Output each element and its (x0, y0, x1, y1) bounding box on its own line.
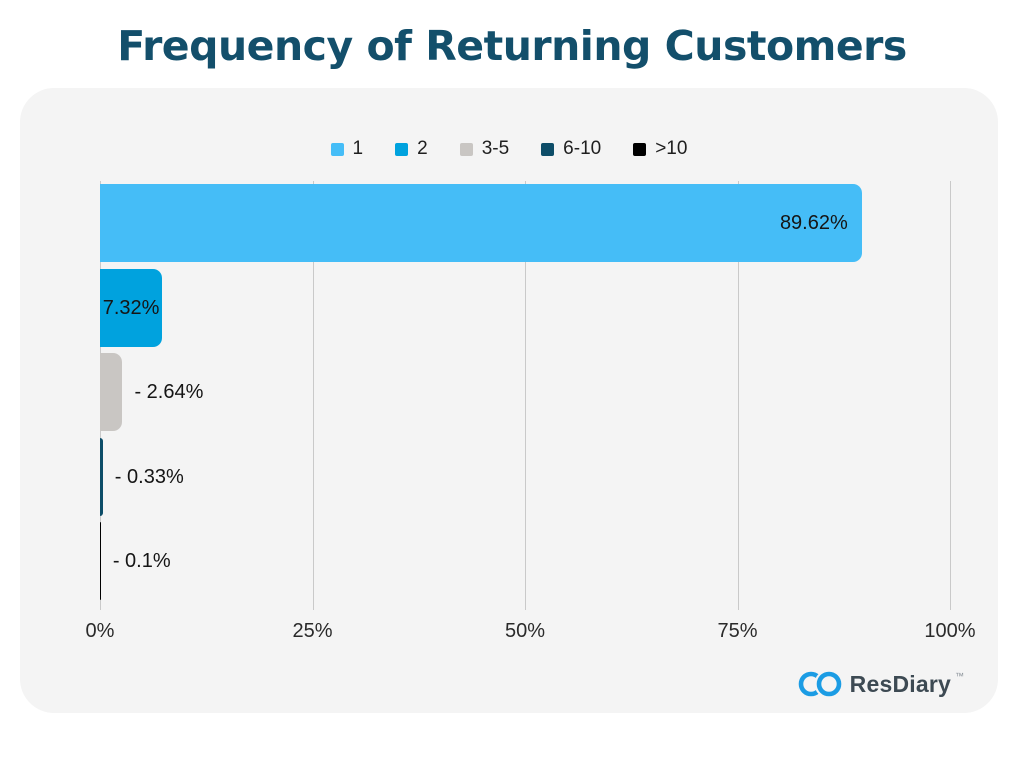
bar-row-2: 7.32% (100, 266, 950, 351)
bar-3-5 (100, 353, 123, 432)
chart-card: 1 2 3-5 6-10 >10 89.62% 7.32% - 2.64% - 0.33% - … (20, 88, 998, 713)
x-tick-label: 100% (924, 620, 976, 642)
bar-row-1: 89.62% (100, 181, 950, 266)
bar-row-6-10: - 0.33% (100, 435, 950, 520)
legend-swatch-icon (330, 142, 344, 156)
bar-6-10 (100, 437, 103, 516)
x-tick-label: 0% (85, 620, 115, 642)
bar-value-label: - 2.64% (134, 381, 204, 404)
legend-item-6-10: 6-10 (541, 138, 601, 160)
plot-area: 89.62% 7.32% - 2.64% - 0.33% - 0.1% (100, 181, 951, 610)
gridline-100% (950, 181, 951, 610)
gridline-50% (525, 181, 526, 610)
trademark-symbol: ™ (955, 671, 964, 681)
bar-value-label: - 0.1% (112, 550, 171, 573)
resdiary-logo-icon (798, 669, 842, 699)
gridline-75% (737, 181, 739, 610)
gridline-25% (312, 181, 314, 610)
bar->10 (100, 522, 101, 601)
bar-1 (100, 184, 862, 262)
legend-swatch-icon (459, 142, 473, 156)
legend-item-3-5: 3-5 (459, 138, 510, 160)
bar-row->10: - 0.1% (100, 519, 950, 604)
bar-value-label: 7.32% (102, 296, 160, 319)
brand-name: ResDiary (849, 670, 951, 697)
legend-label: 1 (352, 138, 364, 159)
bar-2 (100, 268, 163, 347)
bar-row-3-5: - 2.64% (100, 350, 950, 435)
x-axis-tick-labels: 0% 25% 50% 75% 100% (86, 620, 976, 646)
legend-item-1: 1 (330, 138, 364, 160)
legend-label: 3-5 (481, 138, 510, 159)
x-tick-label: 75% (717, 620, 758, 642)
legend-label: >10 (655, 138, 688, 159)
legend-label: 2 (417, 138, 428, 159)
x-tick-label: 50% (504, 620, 546, 642)
legend-label: 6-10 (563, 138, 602, 159)
brand-logo: ResDiary ™ (798, 669, 964, 699)
x-tick-label: 25% (292, 620, 333, 642)
legend-swatch-icon (633, 142, 647, 156)
legend: 1 2 3-5 6-10 >10 (20, 138, 998, 160)
legend-item->10: >10 (633, 138, 687, 160)
legend-item-2: 2 (395, 138, 428, 160)
chart-title: Frequency of Returning Customers (117, 22, 907, 70)
bar-value-label: - 0.33% (114, 465, 184, 488)
legend-swatch-icon (395, 142, 409, 156)
bar-value-label: 89.62% (779, 212, 848, 234)
legend-swatch-icon (541, 142, 555, 156)
